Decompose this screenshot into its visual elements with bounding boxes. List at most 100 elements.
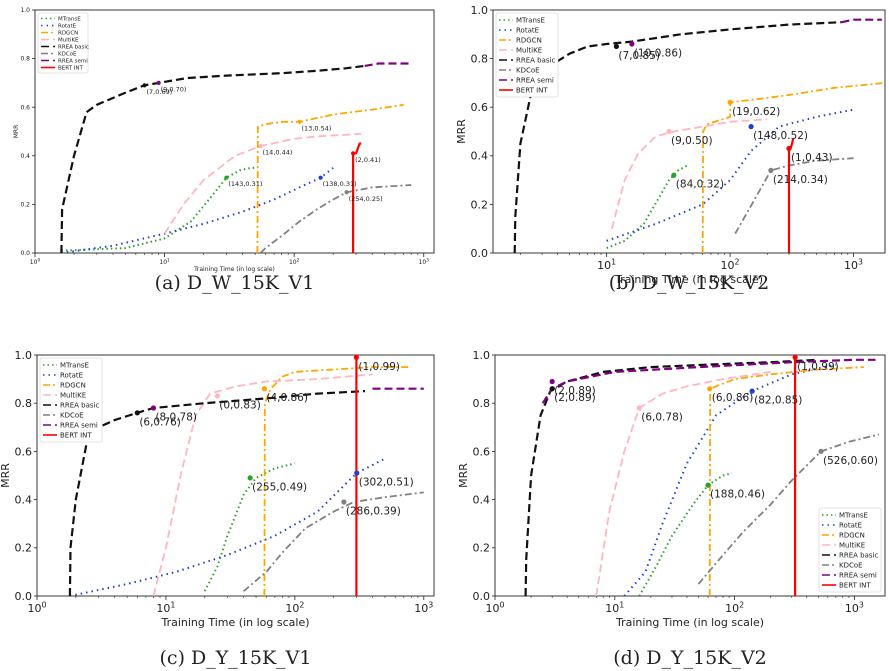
series-line-rrea-basic	[513, 21, 842, 253]
annotation-label: (7,0.85)	[618, 50, 660, 62]
annotation-marker	[344, 190, 349, 195]
y-tick-label: 0.4	[473, 493, 491, 506]
annotation-marker	[261, 386, 267, 392]
legend-label-rotate: RotatE	[839, 521, 862, 529]
annotation-marker	[629, 41, 635, 47]
y-tick-label: 1.0	[20, 7, 30, 14]
series-line-mtranse	[638, 472, 733, 596]
annotation-label: (138,0.31)	[323, 180, 357, 188]
chart-panel-4: 0.0 0.2 0.4 0.6 0.8 1.0 100 101 102 103 Training T…	[457, 349, 886, 669]
annotation-label: (13,0.54)	[302, 124, 332, 132]
annotation-label: (4,0.86)	[266, 392, 308, 404]
annotation-label: (0,0.83)	[219, 399, 261, 411]
legend-label-multike: MultiKE	[58, 37, 79, 43]
x-tick-label: 100	[30, 258, 41, 266]
x-axis-label: Training Time (in log scale)	[615, 616, 764, 629]
x-tick-label: 101	[597, 258, 616, 272]
legend-label-mtranse: MTransE	[516, 16, 545, 24]
x-tick-label: 102	[289, 258, 300, 266]
series-line-rrea-semi	[541, 358, 876, 404]
plot-area	[492, 9, 886, 254]
annotation-label: (84,0.32)	[676, 179, 724, 191]
legend-box	[818, 507, 882, 593]
y-tick-label: 0.0	[471, 247, 489, 260]
x-tick-label: 103	[844, 258, 863, 272]
legend-label-rrea-basic: RREA basic	[60, 401, 99, 409]
series-group	[513, 18, 885, 253]
annotation-marker	[350, 151, 356, 156]
series-line-rdgcn	[708, 366, 864, 596]
x-tick-label: 102	[721, 258, 740, 272]
annotation-label: (1,0.99)	[797, 361, 839, 373]
annotation-label: (10,0.86)	[634, 48, 682, 60]
series-line-rotate	[69, 457, 386, 596]
series-line-rrea-semi	[841, 18, 882, 24]
annotation-marker	[613, 43, 620, 50]
y-tick-label: 0.4	[471, 150, 489, 163]
series-group	[524, 357, 880, 596]
y-tick-label: 0.2	[471, 198, 489, 211]
annotation-label: (7,0.69)	[147, 88, 173, 96]
y-tick-label: 0.0	[20, 250, 30, 257]
series-line-rrea-basic	[60, 64, 365, 253]
annotation-marker	[749, 388, 755, 394]
panel-caption: (c) D_Y_15K_V1	[160, 647, 312, 669]
legend-label-kdcoe: KDCoE	[60, 411, 84, 419]
series-line-mtranse	[203, 462, 296, 592]
annotation-label: (2,0.89)	[554, 385, 596, 397]
annotation-marker	[727, 99, 733, 105]
annotation-marker	[353, 354, 359, 361]
annotation-label: (6,0.78)	[641, 412, 683, 424]
legend-label-rrea-semi: RREA semi	[839, 571, 877, 579]
legend-label-rdgcn: RDGCN	[839, 531, 865, 539]
legend-label-mtranse: MTransE	[60, 361, 89, 369]
series-line-kdcoe	[243, 491, 424, 592]
annotation-label: (8,0.78)	[155, 412, 197, 424]
series-line-kdcoe	[734, 157, 854, 235]
series-line-mtranse	[606, 164, 688, 250]
annotation-marker	[247, 475, 253, 481]
series-line-kdcoe	[697, 433, 880, 585]
annotation-marker	[705, 482, 711, 488]
annotation-label: (19,0.62)	[732, 106, 780, 118]
legend-label-rrea-basic: RREA basic	[516, 56, 555, 64]
y-tick-label: 0.0	[473, 590, 491, 603]
annotation-marker	[258, 143, 263, 149]
legend-label-rrea-semi: RREA semi	[58, 58, 88, 64]
annotation-marker	[792, 354, 798, 361]
annotation-label: (9,0.70)	[161, 85, 187, 93]
y-tick-label: 0.6	[15, 445, 33, 458]
y-tick-label: 0.4	[15, 493, 33, 506]
chart-panel-2: 0.0 0.2 0.4 0.6 0.8 1.0 101 102 103 Training Time…	[455, 4, 886, 294]
annotation-label: (143,0.31)	[228, 180, 262, 188]
annotation-marker	[318, 175, 323, 180]
y-tick-label: 0.6	[473, 445, 491, 458]
legend-label-kdcoe: KDCoE	[58, 51, 77, 57]
x-tick-label: 101	[605, 601, 624, 615]
y-axis-label: MRR	[0, 463, 12, 488]
legend-box	[37, 12, 89, 74]
x-axis-label: Training Time (in log scale)	[614, 273, 763, 286]
x-axis-label: Training Time (in log scale)	[160, 616, 309, 629]
legend-label-kdcoe: KDCoE	[839, 561, 863, 569]
x-tick-label: 101	[159, 258, 170, 266]
series-line-rdgcn	[256, 103, 404, 253]
y-tick-label: 0.2	[20, 202, 30, 209]
legend-label-rdgcn: RDGCN	[516, 36, 542, 44]
y-tick-label: 0.8	[473, 397, 491, 410]
annotation-label: (6,0.76)	[139, 416, 181, 428]
annotation-label: (188,0.46)	[710, 489, 765, 501]
annotation-label: (148,0.52)	[753, 130, 808, 142]
series-line-rdgcn	[263, 366, 412, 596]
series-line-multike	[152, 373, 373, 596]
annotation-label: (2,0.89)	[554, 392, 596, 404]
x-tick-label: 100	[27, 601, 46, 615]
series-line-mtranse	[61, 166, 258, 252]
x-tick-label: 102	[285, 601, 304, 615]
legend-label-bert-int: BERT INT	[60, 431, 92, 439]
annotation-marker	[666, 128, 672, 135]
y-axis-label: MRR	[455, 119, 468, 144]
